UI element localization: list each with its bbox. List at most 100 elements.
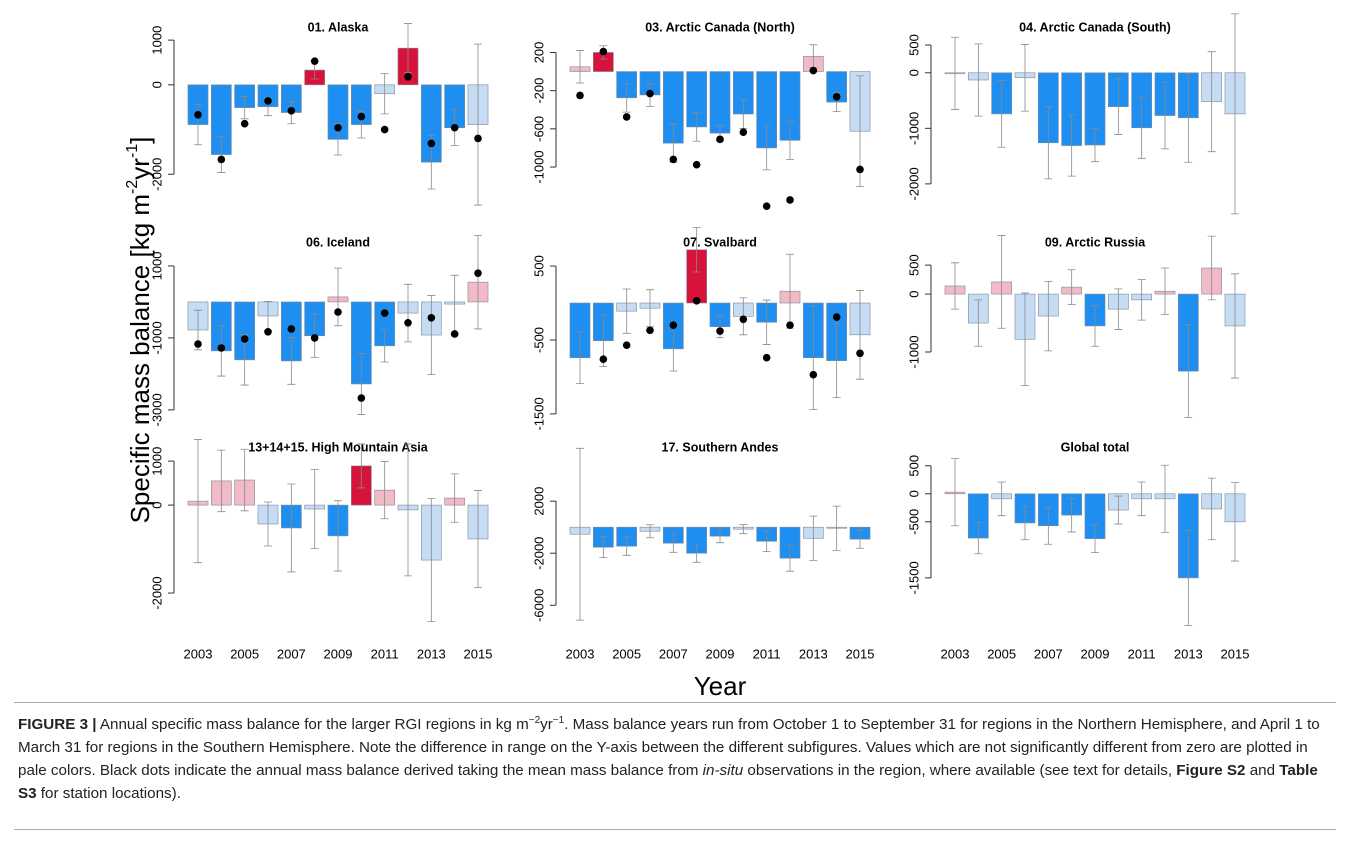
error-bar [599,536,608,559]
y-tick-label: -1000 [149,321,164,354]
y-tick-label: 0 [906,69,921,76]
insitu-dot [264,327,272,336]
error-bar [380,73,389,115]
y-tick-label: 2000 [531,487,546,516]
x-tick-label: 2013 [1174,646,1203,661]
error-bar [1067,269,1076,305]
y-tick-label: -1500 [906,561,921,594]
insitu-dot [646,326,654,335]
insitu-dot [856,165,864,174]
y-tick-label: 0 [149,81,164,88]
x-tick-label: 2005 [230,646,259,661]
error-bar [856,290,864,380]
error-bar [951,458,959,527]
error-bar [1161,81,1169,150]
error-bar [786,120,794,160]
error-bar [1184,72,1193,163]
caption-italic: in-situ [702,762,744,779]
x-tick-label: 2003 [941,646,970,661]
error-bar [1161,464,1169,533]
error-bar [334,267,342,327]
error-bar [1021,292,1029,387]
error-bar [1091,127,1099,163]
y-tick-label: 0 [906,290,921,297]
y-tick-label: 1000 [149,26,164,55]
error-bar [1161,267,1169,315]
y-tick-label: 500 [531,255,546,277]
panel-title: 07. Svalbard [683,235,757,249]
error-bar [450,473,459,523]
y-tick-label: 500 [906,34,921,56]
error-bar [809,305,818,410]
x-tick-label: 2007 [1034,646,1063,661]
figure: Specific mass balance [kg m-2yr-1] Year … [124,13,1249,700]
error-bar [217,449,226,513]
error-bar [1231,482,1239,562]
insitu-dot [576,91,584,100]
insitu-dot [264,97,272,105]
error-bar [1137,481,1146,517]
panel-title: 13+14+15. High Mountain Asia [248,440,429,454]
caption-ref: Figure S2 [1176,762,1246,779]
caption-sup: −1 [552,714,565,726]
error-bar [1091,305,1099,347]
error-bar [669,533,678,553]
error-bar [951,36,959,110]
y-label-sup: -1 [124,144,141,158]
error-bar [576,331,584,384]
error-bar [1231,273,1239,379]
y-tick-label: -1000 [531,150,546,183]
error-bar [474,234,482,330]
error-bar [1067,497,1076,533]
insitu-dot [739,128,748,136]
y-tick-label: -1500 [531,397,546,430]
error-bar [240,96,249,120]
insitu-dot [739,315,748,324]
x-tick-label: 2009 [706,646,735,661]
insitu-dot [427,313,436,322]
insitu-dot [334,308,342,316]
error-bar [739,99,748,129]
panel-title: 06. Iceland [306,235,370,249]
bar [709,71,731,134]
y-tick-label: -2000 [149,158,164,191]
insitu-dot [287,325,296,333]
y-tick-label: -200 [531,78,546,104]
insitu-dot [240,335,249,343]
error-bar [357,352,366,415]
y-tick-label: 1000 [149,251,164,280]
insitu-dot [622,113,631,121]
insitu-dot [716,135,724,144]
y-tick-label: -1000 [906,112,921,145]
insitu-dot [856,349,864,358]
error-bar [576,50,584,84]
error-bar [1207,51,1216,153]
insitu-dot [669,155,678,164]
insitu-dot [450,123,459,132]
error-bar [240,334,249,386]
error-bar [287,337,296,385]
error-bar [1231,13,1239,215]
error-bar [692,112,701,142]
error-bar [1067,114,1076,177]
x-tick-label: 2005 [612,646,641,661]
x-tick-label: 2015 [846,646,875,661]
error-bar [974,521,983,555]
x-tick-label: 2011 [1128,646,1156,661]
caption-text: Annual specific mass balance for the lar… [96,716,529,733]
error-bar [786,544,794,572]
error-bar [357,443,366,489]
insitu-dot [310,334,319,342]
insitu-dot [194,110,202,119]
insitu-dot [334,123,342,132]
error-bar [1044,280,1053,352]
error-bar [474,43,482,206]
error-bar [380,329,389,363]
y-tick-label: -3000 [149,393,164,426]
y-tick-label: -500 [906,509,921,535]
insitu-dot [646,89,654,98]
insitu-dot [380,309,389,317]
insitu-dot [832,313,841,321]
y-label-text: Specific mass balance [kg m [125,194,155,523]
x-tick-label: 2007 [659,646,688,661]
